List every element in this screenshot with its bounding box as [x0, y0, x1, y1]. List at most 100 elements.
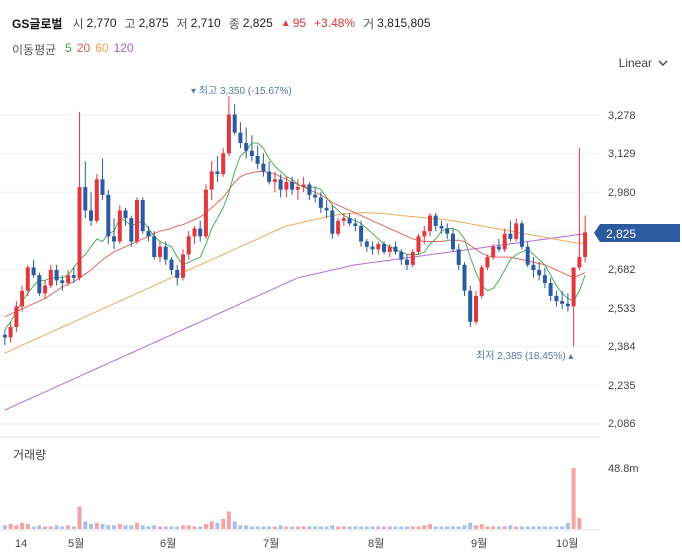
price-tick: 2,533: [608, 303, 636, 315]
candle-body: [146, 231, 151, 237]
volume-bar: [318, 526, 323, 529]
candle-body: [71, 275, 76, 278]
volume-bar: [324, 526, 329, 529]
candle-body: [491, 246, 496, 258]
volume-bar: [370, 526, 375, 529]
quote-header: GS글로벌 시 2,770 고 2,875 저 2,710 종 2,825 ▲ …: [12, 14, 439, 32]
volume-bar: [347, 526, 352, 529]
volume-bar: [554, 526, 559, 529]
volume-bar: [261, 526, 266, 529]
candle-body: [37, 275, 42, 294]
candle-body: [267, 171, 272, 182]
volume-bar: [83, 521, 88, 529]
candle-body: [25, 267, 30, 291]
volume-bar: [232, 521, 237, 529]
volume-bar: [123, 525, 128, 530]
candle-body: [565, 303, 570, 307]
open-label: 시: [72, 16, 84, 31]
volume-bar: [565, 522, 570, 530]
volume-bar: [255, 526, 260, 529]
candle-body: [542, 275, 547, 283]
volume-bar: [560, 526, 565, 529]
candle-body: [376, 244, 381, 250]
ma-legend-title: 이동평균: [12, 43, 57, 57]
candle-body: [577, 257, 582, 268]
volume-bar: [531, 526, 536, 529]
candle-body: [14, 306, 19, 327]
ma-20-label: 20: [76, 41, 91, 55]
volume-bar: [226, 511, 231, 529]
candle-body: [519, 223, 524, 247]
candle-body: [336, 220, 341, 234]
price-tick: 2,682: [608, 264, 636, 276]
change-value: 95: [292, 16, 307, 30]
candle-body: [537, 270, 542, 276]
volume-bar: [48, 526, 53, 529]
ma-5-label: 5: [65, 41, 72, 55]
volume-bar: [399, 526, 404, 529]
volume-bar: [215, 522, 220, 530]
volume-bar: [422, 525, 427, 530]
low-label: 저: [176, 16, 188, 31]
candle-body: [129, 218, 134, 242]
volume-bar: [364, 526, 369, 529]
ma-60-label: 60: [95, 41, 109, 55]
volume-bar: [439, 526, 444, 529]
candle-body: [54, 270, 59, 281]
volume-bar: [106, 525, 111, 530]
candle-body: [439, 225, 444, 229]
chevron-down-icon: [658, 60, 668, 66]
volume-bar: [89, 524, 93, 529]
volume-bar: [353, 526, 358, 529]
candle-body: [364, 241, 369, 247]
scale-select-label: Linear: [618, 56, 652, 70]
candle-body: [284, 181, 289, 190]
candle-body: [278, 179, 283, 190]
candle-body: [203, 189, 208, 237]
candle-body: [181, 254, 185, 278]
moving-average-legend[interactable]: 이동평균 5 20 60 120: [12, 41, 134, 58]
candle-body: [301, 184, 306, 188]
volume-bar: [307, 526, 312, 529]
volume-bar: [295, 526, 300, 529]
candle-body: [508, 233, 513, 239]
candle-body: [100, 179, 105, 195]
candle-body: [48, 270, 53, 286]
close-value: 2,825: [242, 16, 273, 30]
volume-bar: [341, 526, 346, 529]
close-label: 종: [228, 16, 240, 31]
candle-body: [313, 194, 318, 198]
volume-bar: [209, 521, 214, 529]
candle-body: [123, 210, 128, 219]
candle-body: [209, 171, 214, 190]
candle-body: [416, 236, 421, 252]
candle-body: [525, 246, 530, 265]
candle-body: [226, 114, 231, 154]
volume-bar: [382, 526, 386, 529]
candle-body: [468, 290, 473, 322]
candle-body: [428, 215, 432, 232]
volume-panel-title: 거래량: [13, 448, 47, 462]
ma5-line: [4, 142, 586, 330]
volume-bar: [244, 525, 249, 530]
volume-bar: [100, 524, 105, 529]
volume-bar: [129, 525, 134, 530]
volume-bar: [112, 525, 116, 530]
candle-body: [106, 194, 111, 237]
scale-select[interactable]: Linear: [619, 56, 668, 70]
candle-body: [571, 267, 576, 307]
volume-bar: [428, 524, 432, 529]
time-label: 10월: [556, 537, 578, 550]
volume-bar: [175, 526, 180, 529]
candle-body: [31, 267, 36, 276]
price-tick: 2,384: [608, 341, 636, 353]
volume-bar: [71, 526, 76, 529]
candle-body: [479, 267, 484, 296]
candle-body: [382, 244, 386, 252]
candle-body: [399, 251, 404, 260]
volume-bar: [192, 526, 197, 529]
candle-body: [158, 246, 162, 258]
volume-bar: [272, 526, 277, 529]
candle-body: [135, 200, 139, 242]
